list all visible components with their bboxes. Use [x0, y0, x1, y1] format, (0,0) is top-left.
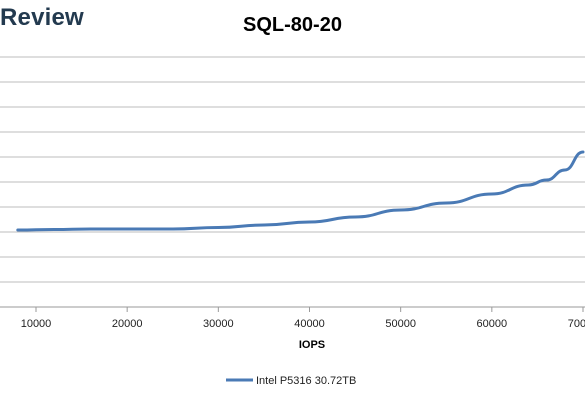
x-axis: 10000 20000 30000 40000 50000 60000 70000 [21, 307, 585, 330]
x-tick-label: 60000 [477, 318, 508, 330]
x-tick-label: 30000 [203, 318, 234, 330]
x-tick-label: 20000 [112, 318, 143, 330]
chart-title: SQL-80-20 [243, 14, 342, 36]
brand-logo-text: Review [0, 4, 84, 31]
legend-label: Intel P5316 30.72TB [256, 375, 356, 387]
x-tick-label: 10000 [21, 318, 52, 330]
x-axis-label: IOPS [299, 339, 325, 351]
series-group [16, 150, 585, 232]
grid-lines [0, 56, 585, 308]
series-line [16, 150, 585, 232]
x-tick-label: 50000 [385, 318, 416, 330]
x-tick-label: 40000 [294, 318, 325, 330]
legend: Intel P5316 30.72TB [226, 375, 356, 387]
x-tick-label: 70000 [568, 318, 585, 330]
